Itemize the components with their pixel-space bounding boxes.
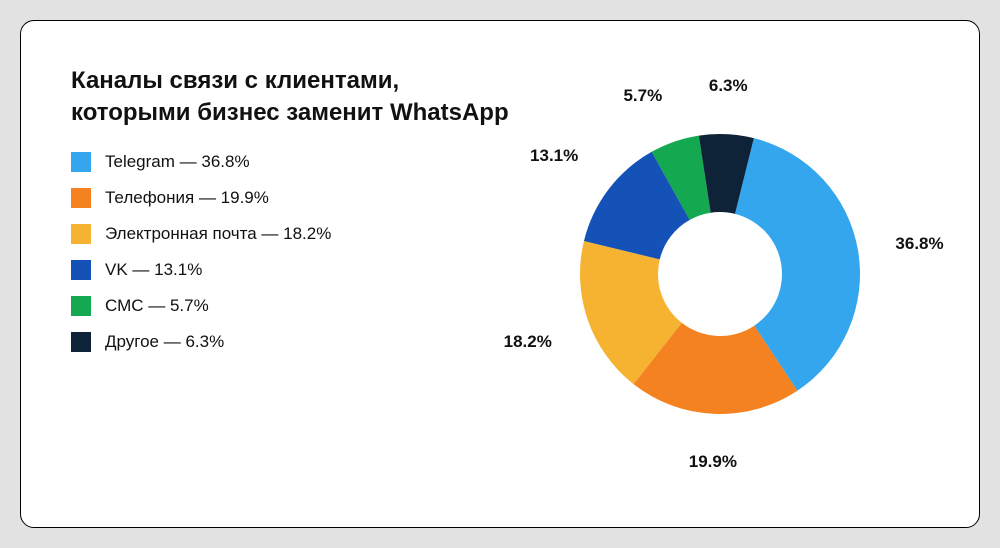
slice-label: 18.2%	[504, 332, 552, 352]
slice-label: 36.8%	[895, 234, 943, 254]
slice-label: 6.3%	[709, 76, 748, 96]
legend-swatch	[71, 332, 91, 352]
legend-label: Телефония — 19.9%	[105, 188, 269, 208]
legend-label: Telegram — 36.8%	[105, 152, 250, 172]
legend-swatch	[71, 224, 91, 244]
legend-swatch	[71, 260, 91, 280]
legend-label: Другое — 6.3%	[105, 332, 224, 352]
legend: Telegram — 36.8% Телефония — 19.9% Электро…	[71, 152, 511, 352]
left-panel: Каналы связи с клиентами, которыми бизне…	[71, 65, 511, 352]
legend-item: Telegram — 36.8%	[71, 152, 511, 172]
legend-item: Электронная почта — 18.2%	[71, 224, 511, 244]
legend-swatch	[71, 296, 91, 316]
slice-label: 13.1%	[530, 146, 578, 166]
legend-item: VK — 13.1%	[71, 260, 511, 280]
legend-label: VK — 13.1%	[105, 260, 202, 280]
legend-item: Другое — 6.3%	[71, 332, 511, 352]
legend-item: СМС — 5.7%	[71, 296, 511, 316]
slice-label: 19.9%	[689, 452, 737, 472]
chart-panel: 36.8%19.9%18.2%13.1%5.7%6.3%	[511, 65, 929, 483]
legend-label: СМС — 5.7%	[105, 296, 209, 316]
legend-item: Телефония — 19.9%	[71, 188, 511, 208]
legend-label: Электронная почта — 18.2%	[105, 224, 331, 244]
legend-swatch	[71, 152, 91, 172]
chart-card: Каналы связи с клиентами, которыми бизне…	[20, 20, 980, 528]
slice-label: 5.7%	[623, 86, 662, 106]
legend-swatch	[71, 188, 91, 208]
donut-chart: 36.8%19.9%18.2%13.1%5.7%6.3%	[512, 66, 928, 482]
chart-title: Каналы связи с клиентами, которыми бизне…	[71, 65, 511, 130]
donut-svg	[512, 66, 928, 482]
